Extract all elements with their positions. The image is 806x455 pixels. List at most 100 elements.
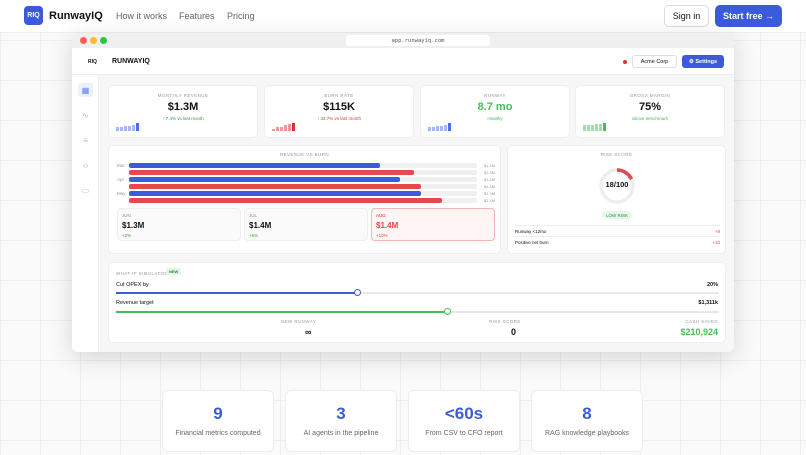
spark-bar (272, 128, 275, 131)
activity-icon[interactable]: ∿ (82, 110, 89, 120)
forecast-month: JUL (249, 213, 258, 218)
kpi-card: Runway 8.7 mo Healthy (420, 85, 570, 138)
chart-title: Revenue vs Burn (279, 152, 329, 157)
month-label: May (117, 191, 126, 196)
app-logo: RIQ (88, 59, 97, 65)
spark-bar (280, 126, 283, 131)
kpi-sparkline (428, 123, 451, 131)
risk-factor-value: +8 (714, 228, 720, 234)
burn-bar (129, 198, 443, 203)
opex-value: 20% (706, 282, 718, 288)
opex-slider-handle[interactable] (353, 289, 361, 296)
logo[interactable]: RIQ (24, 6, 43, 25)
revenue-value-label: $1.1M (484, 163, 496, 168)
spark-bar (116, 127, 119, 131)
spark-bar (428, 127, 431, 131)
nav-features[interactable]: Features (179, 11, 215, 21)
simulator-title: What-if Simulator (116, 271, 169, 276)
kpi-change: ↑ 32.7% vs last month (316, 116, 362, 121)
brand-name[interactable]: RunwayIQ (49, 10, 103, 22)
forecast-value: $1.3M (122, 221, 145, 230)
close-dot[interactable] (80, 37, 87, 44)
forecast-change: +10% (376, 233, 388, 238)
risk-factor-label: Positive net burn (515, 239, 549, 245)
revenue-slider[interactable] (116, 308, 719, 315)
risk-gauge (599, 168, 635, 204)
spark-bar (591, 124, 594, 131)
spark-bar (292, 123, 295, 131)
revenue-bar (129, 163, 380, 168)
kpi-sparkline (116, 123, 139, 131)
spark-bar (603, 123, 606, 131)
sidebar: ▦ ∿ ≡ ‹› ▭ (72, 75, 99, 352)
stat-card: 9 Financial metrics computed (162, 390, 274, 452)
spark-bar (448, 123, 451, 131)
new-runway-label: New Runway (281, 319, 317, 324)
settings-button[interactable]: ⚙ Settings (682, 55, 724, 68)
forecast-value: $1.4M (249, 221, 272, 230)
new-runway-value: ∞ (305, 327, 312, 337)
month-label: Mar (117, 163, 125, 168)
kpi-change: ↑ 7.4% vs last month (162, 116, 204, 121)
kpi-change: Healthy (487, 116, 503, 121)
burn-bar-track (129, 170, 477, 175)
kpi-value: 75% (638, 101, 662, 113)
forecast-month: AUG (376, 213, 386, 218)
kpi-sparkline (583, 123, 606, 131)
revenue-value-label: $1.3M (484, 191, 496, 196)
opex-label: Cut OPEX by (116, 282, 149, 288)
app-header: RIQ RUNWAYIQ Acme Corp ⚙ Settings (72, 48, 734, 75)
spark-bar (284, 125, 287, 131)
burn-bar-track (129, 184, 477, 189)
forecast-box: AUG $1.4M +10% (371, 208, 495, 241)
dashboard-icon[interactable]: ▦ (78, 83, 93, 97)
spark-bar (128, 125, 131, 131)
risk-factor-row: Runway <12mo +8 (515, 225, 720, 236)
nav-pricing[interactable]: Pricing (227, 11, 255, 21)
kpi-value: $1.3M (167, 101, 199, 113)
month-label: Apr (117, 177, 125, 182)
stat-number: 8 (582, 404, 592, 423)
revenue-value-label: $1.2M (484, 177, 496, 182)
minimize-dot[interactable] (90, 37, 97, 44)
spark-bar (440, 125, 443, 131)
app-title: RUNWAYIQ (112, 58, 150, 65)
revenue-slider-handle[interactable] (444, 308, 452, 315)
maximize-dot[interactable] (100, 37, 107, 44)
cash-saved-value: $210,924 (680, 327, 718, 337)
gauge-arc (599, 168, 635, 204)
stat-card: <60s From CSV to CFO report (408, 390, 520, 452)
list-icon[interactable]: ≡ (83, 135, 88, 145)
revenue-bar-track (129, 177, 477, 182)
forecast-month: JUN (122, 213, 131, 218)
spark-bar (587, 124, 590, 131)
kpi-card: Gross Margin 75% above benchmark (575, 85, 725, 138)
company-selector[interactable]: Acme Corp (632, 55, 677, 68)
revenue-bar-track (129, 163, 477, 168)
risk-factor-value: +10 (712, 239, 720, 245)
start-free-button[interactable]: Start free → (715, 5, 782, 27)
burn-value-label: $1.4M (484, 198, 496, 203)
nav-how-it-works[interactable]: How it works (116, 11, 168, 21)
risk-score-value: 18/100 (605, 180, 629, 189)
kpi-change: above benchmark (632, 116, 668, 121)
chat-icon[interactable]: ▭ (81, 185, 90, 195)
kpi-label: Burn Rate (324, 93, 354, 98)
risk-factor-label: Runway <12mo (515, 228, 547, 234)
spark-bar (276, 127, 279, 131)
forecast-value: $1.4M (376, 221, 399, 230)
kpi-card: Burn Rate $115K ↑ 32.7% vs last month (264, 85, 414, 138)
opex-slider[interactable] (116, 289, 719, 296)
browser-window: app.runwayiq.com RIQ RUNWAYIQ Acme Corp … (72, 33, 734, 352)
url-bar[interactable]: app.runwayiq.com (346, 35, 490, 46)
stat-label: Financial metrics computed (175, 430, 261, 437)
forecast-change: +2% (122, 233, 132, 238)
burn-value-label: $1.3M (484, 184, 496, 189)
risk-badge: LOW RISK (602, 211, 632, 219)
stat-card: 3 AI agents in the pipeline (285, 390, 397, 452)
new-badge: NEW (166, 268, 182, 275)
title-bar: app.runwayiq.com (72, 33, 734, 48)
kpi-label: Monthly Revenue (157, 93, 209, 98)
code-icon[interactable]: ‹› (82, 160, 89, 170)
sign-in-button[interactable]: Sign in (664, 5, 709, 27)
